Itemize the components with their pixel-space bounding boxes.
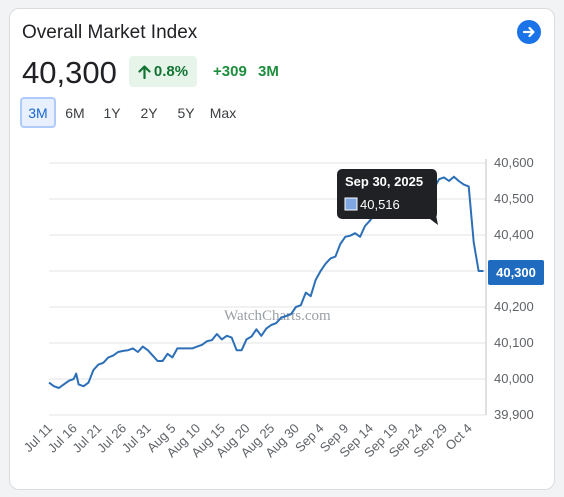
range-button-2y[interactable]: 2Y (140, 104, 158, 121)
arrow-up-icon (138, 64, 151, 79)
y-tick-label: 39,900 (494, 407, 534, 422)
tooltip-pointer (430, 215, 438, 225)
y-axis-ticks: 40,600 40,500 40,400 40,300 40,200 40,100 40,0… (494, 155, 534, 422)
range-button-6m[interactable]: 6M (65, 104, 85, 121)
chart-grid (49, 159, 487, 416)
range-selector: 3M 6M 1Y 2Y 5Y Max (20, 97, 242, 128)
last-value-label: 40,300 (496, 265, 536, 280)
y-tick-label: 40,600 (494, 155, 534, 170)
price-line-chart[interactable]: WatchCharts.com 40,600 40,500 40,400 40,300… (10, 9, 556, 491)
current-price: 40,300 (22, 55, 117, 90)
arrow-right-circle-icon (522, 26, 535, 38)
y-tick-label: 40,200 (494, 299, 534, 314)
range-button-5y[interactable]: 5Y (177, 104, 195, 121)
percent-change-badge: 0.8% (129, 56, 197, 87)
last-value-marker: 40,300 (488, 260, 544, 285)
range-button-3m[interactable]: 3M (20, 97, 56, 128)
y-tick-label: 40,000 (494, 371, 534, 386)
y-tick-label: 40,100 (494, 335, 534, 350)
range-button-max[interactable]: Max (209, 104, 237, 121)
open-details-button[interactable] (517, 20, 541, 44)
market-index-card: Overall Market Index 40,300 0.8% +309 3M… (9, 8, 555, 490)
watermark: WatchCharts.com (224, 308, 331, 324)
percent-change-value: 0.8% (153, 63, 189, 80)
tooltip-date: Sep 30, 2025 (345, 174, 423, 189)
card-title: Overall Market Index (22, 22, 198, 43)
x-tick-label: Oct 4 (442, 421, 475, 454)
last-value-box (488, 260, 544, 285)
tooltip-value: 40,516 (360, 197, 400, 212)
absolute-change: +309 (213, 63, 247, 80)
chart-tooltip: Sep 30, 2025 40,516 (337, 169, 438, 225)
y-tick-label: 40,500 (494, 191, 534, 206)
y-tick-label: 40,400 (494, 227, 534, 242)
tooltip-swatch (344, 197, 358, 211)
change-period: 3M (258, 63, 279, 80)
range-button-1y[interactable]: 1Y (103, 104, 121, 121)
tooltip-box (337, 169, 437, 219)
